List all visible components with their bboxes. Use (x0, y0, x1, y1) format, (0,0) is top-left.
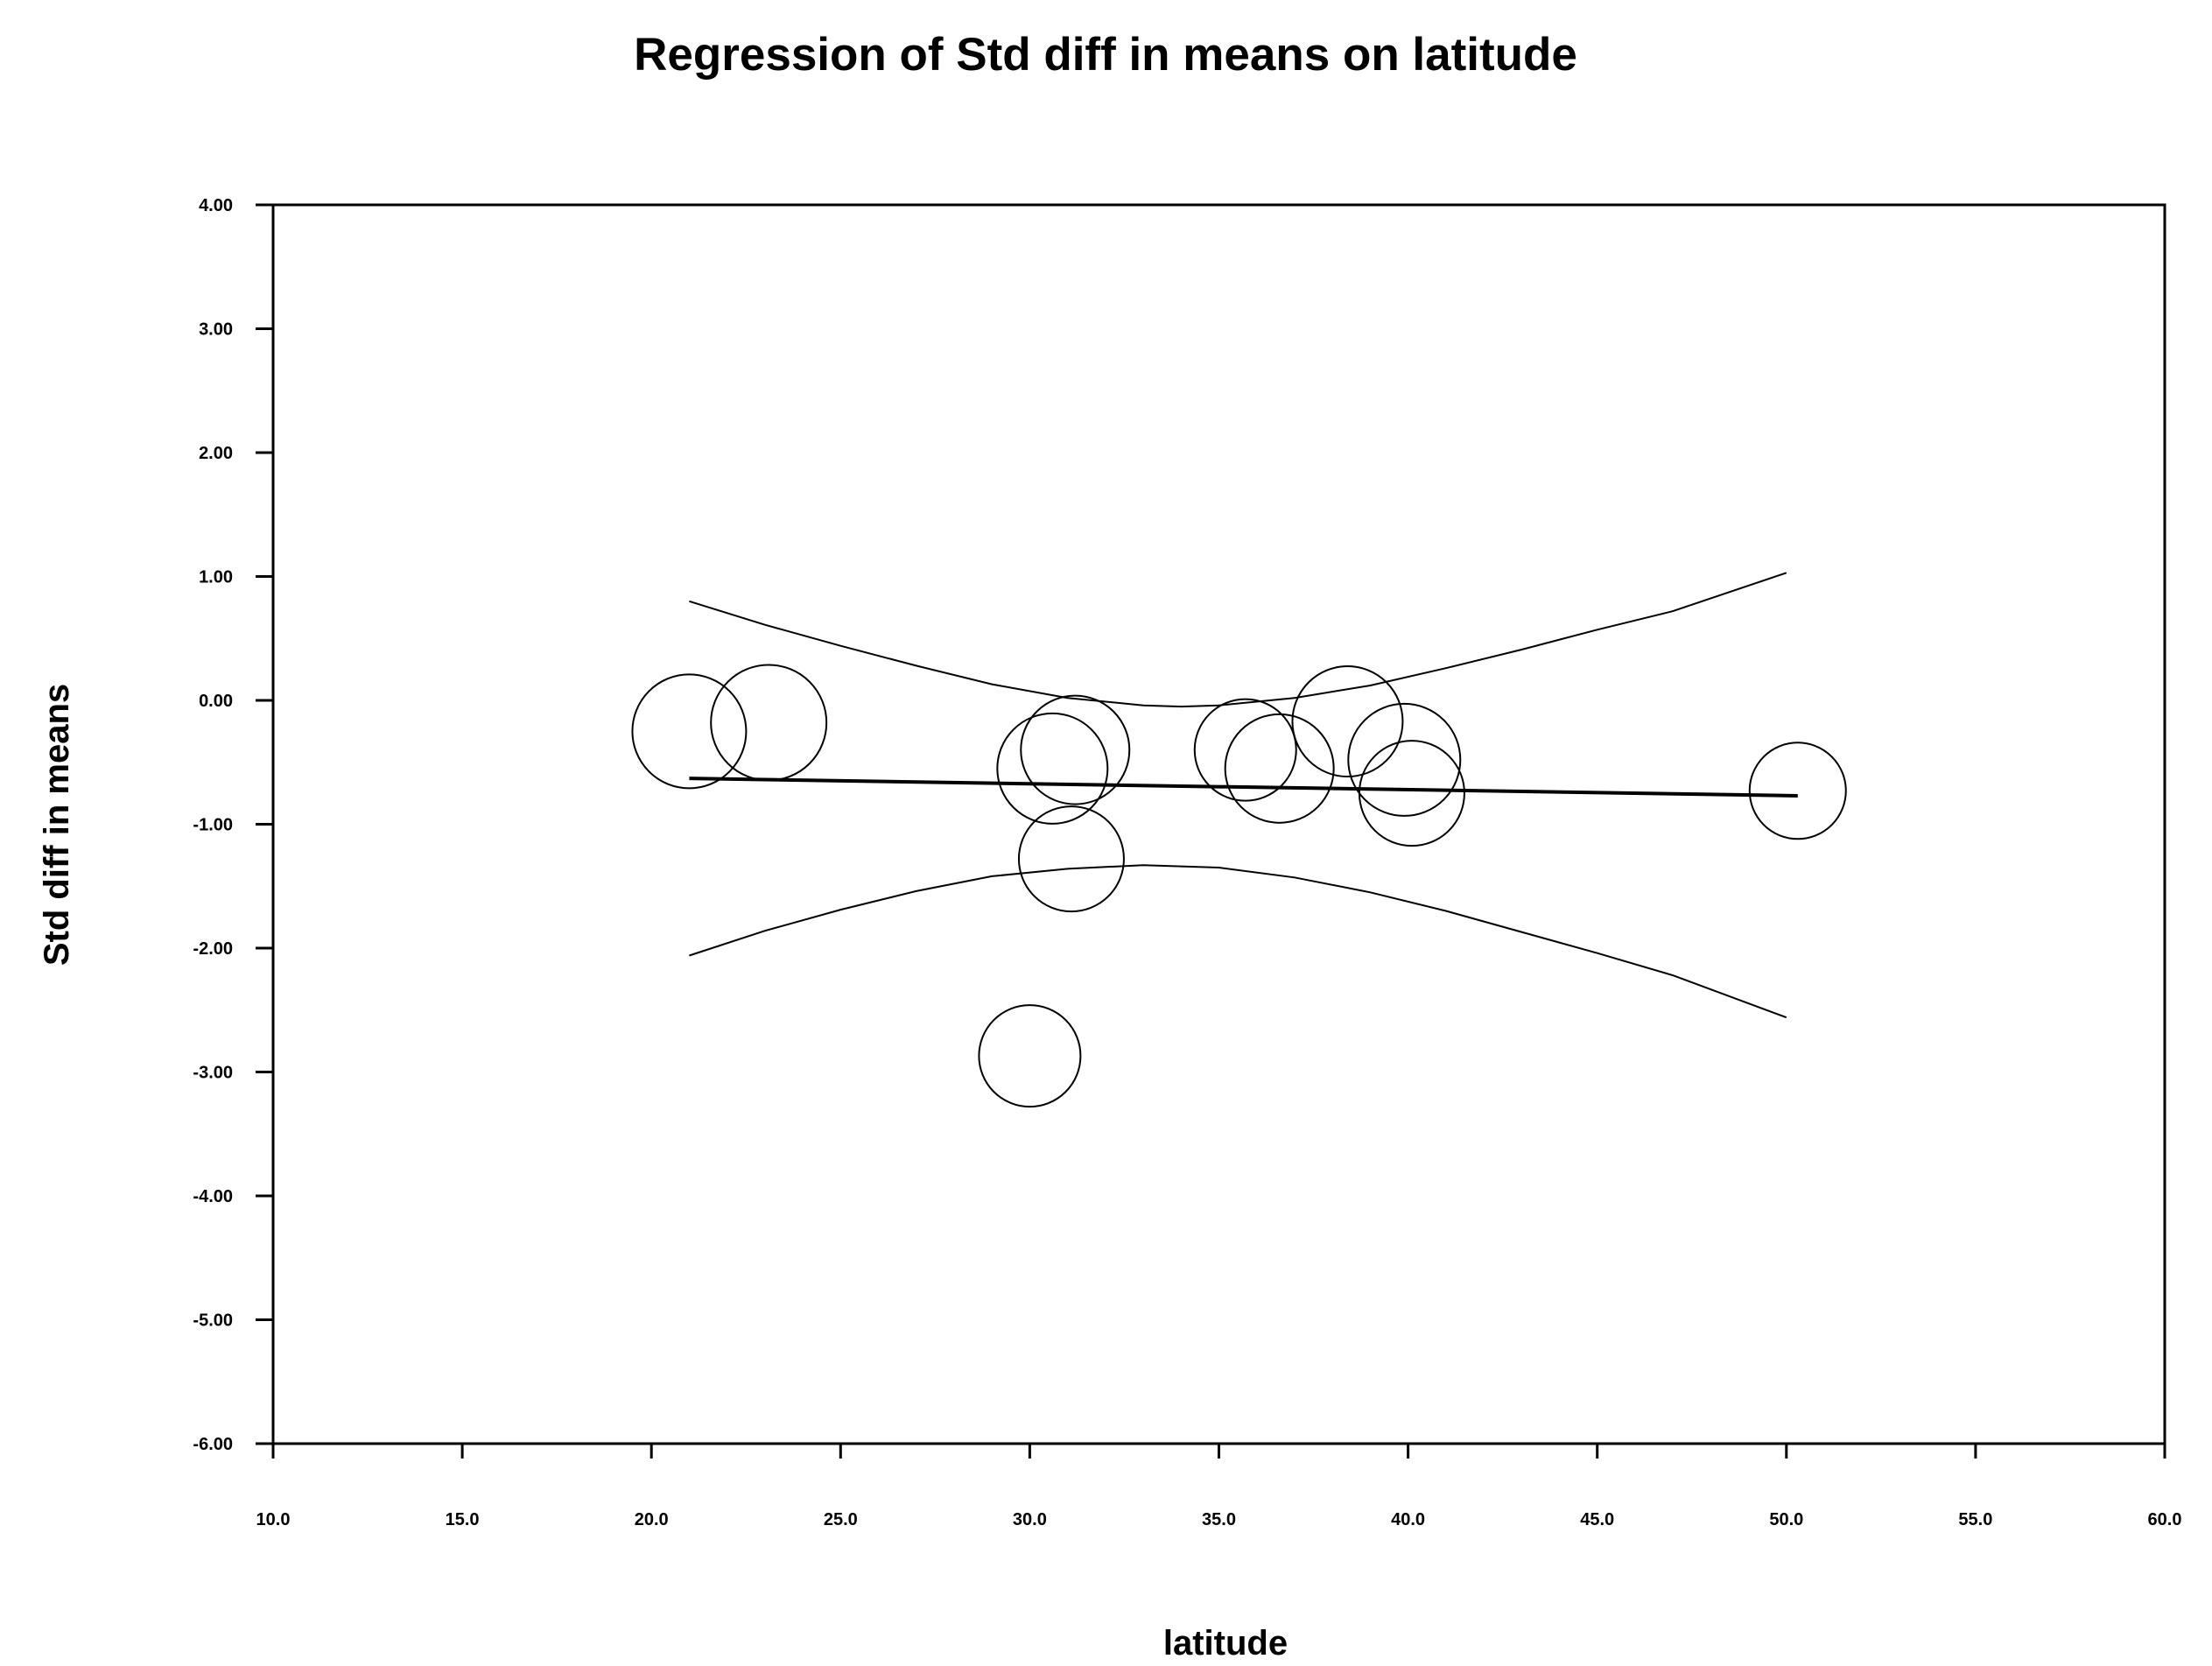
x-axis-label: latitude (1163, 1624, 1288, 1662)
study-point (1748, 742, 1847, 840)
study-point (996, 712, 1109, 825)
y-tick-label: 1.00 (199, 568, 233, 587)
x-axis-ticks: 10.0 15.0 20.0 25.0 30.0 35.0 40.0 45.0 50.0 55.0… (256, 1444, 2182, 1529)
x-tick-label: 45.0 (1580, 1510, 1614, 1529)
y-tick-label: -6.00 (193, 1435, 233, 1454)
study-point (1017, 805, 1125, 913)
x-tick-label: 25.0 (824, 1510, 858, 1529)
study-point (1291, 665, 1404, 778)
y-tick-label: 3.00 (199, 320, 233, 340)
study-point (978, 1004, 1082, 1108)
ci-upper-curve (689, 572, 1787, 708)
study-point (1347, 702, 1462, 817)
y-tick-label: -2.00 (193, 939, 233, 959)
y-tick-label: 4.00 (199, 196, 233, 215)
x-tick-label: 15.0 (446, 1510, 480, 1529)
x-tick-label: 35.0 (1202, 1510, 1236, 1529)
x-tick-label: 20.0 (635, 1510, 669, 1529)
y-tick-label: -5.00 (193, 1311, 233, 1331)
y-tick-label: 2.00 (199, 444, 233, 463)
study-point (1193, 698, 1297, 802)
y-axis-ticks: 4.00 3.00 2.00 1.00 0.00 -1.00 -2.00 -3.00 -4.00… (193, 196, 273, 1454)
confidence-interval-layer (689, 572, 1787, 1019)
study-points-layer (631, 664, 1847, 1108)
y-axis-label: Std diff in means (38, 684, 76, 966)
x-tick-label: 40.0 (1391, 1510, 1425, 1529)
chart-title: Regression of Std diff in means on latit… (634, 29, 1577, 81)
y-tick-label: 0.00 (199, 692, 233, 711)
y-tick-label: -1.00 (193, 816, 233, 835)
y-tick-label: -4.00 (193, 1187, 233, 1206)
y-tick-label: -3.00 (193, 1064, 233, 1083)
x-tick-label: 60.0 (2148, 1510, 2182, 1529)
study-point (1224, 713, 1335, 824)
regression-line-layer (689, 777, 1798, 798)
study-point (710, 664, 828, 782)
study-point (631, 673, 748, 790)
x-tick-label: 10.0 (256, 1510, 291, 1529)
ci-lower-curve (689, 864, 1787, 1019)
study-point (1358, 740, 1465, 847)
x-tick-label: 55.0 (1958, 1510, 1992, 1529)
x-tick-label: 30.0 (1013, 1510, 1047, 1529)
regression-line (689, 777, 1798, 798)
x-tick-label: 50.0 (1769, 1510, 1803, 1529)
study-point (1020, 694, 1131, 805)
